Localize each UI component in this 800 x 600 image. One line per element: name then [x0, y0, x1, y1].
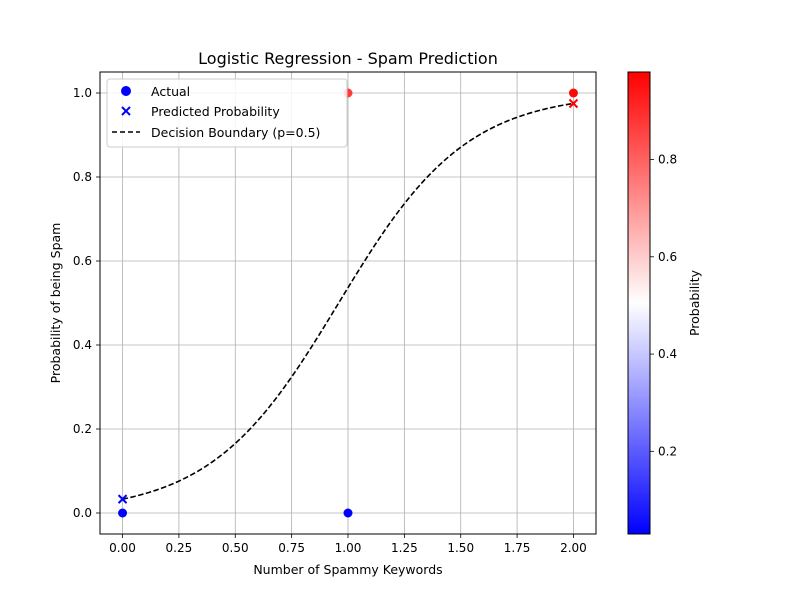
- x-tick-label: 1.75: [504, 541, 531, 555]
- y-tick-label: 0.4: [73, 338, 92, 352]
- colorbar: [627, 71, 651, 535]
- predicted-point-stroke: [117, 494, 128, 504]
- colorbar-ticks: 0.2 0.4 0.6 0.8: [650, 153, 677, 458]
- y-tick-label: 0.2: [73, 422, 92, 436]
- legend-predicted-label: Predicted Probability: [151, 104, 280, 119]
- colorbar-tick-label: 0.4: [658, 347, 677, 361]
- decision-boundary-line: [122, 102, 574, 500]
- legend-actual-label: Actual: [151, 84, 190, 99]
- x-tick-label: 0.50: [222, 541, 249, 555]
- legend-predicted-marker: [121, 106, 131, 116]
- y-tick-label: 0.8: [73, 170, 92, 184]
- x-axis-label: Number of Spammy Keywords: [253, 562, 442, 577]
- colorbar-tick-label: 0.2: [658, 444, 677, 458]
- actual-point: [343, 508, 353, 518]
- x-tick-label: 0.25: [166, 541, 193, 555]
- legend-box: [106, 78, 348, 148]
- actual-point: [568, 88, 578, 98]
- x-tick-label: 2.00: [560, 541, 587, 555]
- x-axis-ticks: 0.00 0.25 0.50 0.75 1.00 1.25 1.50 1.75 2.00: [109, 534, 587, 555]
- colorbar-tick-label: 0.8: [658, 153, 677, 167]
- x-tick-label: 0.00: [109, 541, 136, 555]
- decision-boundary-curve: [122, 102, 574, 500]
- y-tick-label: 0.0: [73, 506, 92, 520]
- y-tick-label: 1.0: [73, 86, 92, 100]
- legend-boundary-label: Decision Boundary (p=0.5): [151, 125, 320, 140]
- colorbar-label: Probability: [687, 269, 702, 336]
- predicted-point: [568, 98, 579, 109]
- y-axis-label: Probability of being Spam: [48, 223, 63, 384]
- y-tick-label: 0.6: [73, 254, 92, 268]
- x-tick-label: 1.00: [335, 541, 362, 555]
- legend-actual-marker: [121, 86, 131, 96]
- y-axis-ticks: 0.0 0.2 0.4 0.6 0.8 1.0: [73, 86, 100, 520]
- legend: Actual Predicted Probability Decision Bo…: [106, 78, 348, 148]
- colorbar-tick-label: 0.6: [658, 250, 677, 264]
- predicted-point: [117, 494, 128, 504]
- chart-title: Logistic Regression - Spam Prediction: [198, 49, 498, 68]
- actual-point: [118, 508, 128, 518]
- x-tick-label: 1.25: [391, 541, 418, 555]
- predicted-point-stroke: [568, 98, 579, 109]
- x-tick-label: 1.50: [447, 541, 474, 555]
- x-tick-label: 0.75: [278, 541, 305, 555]
